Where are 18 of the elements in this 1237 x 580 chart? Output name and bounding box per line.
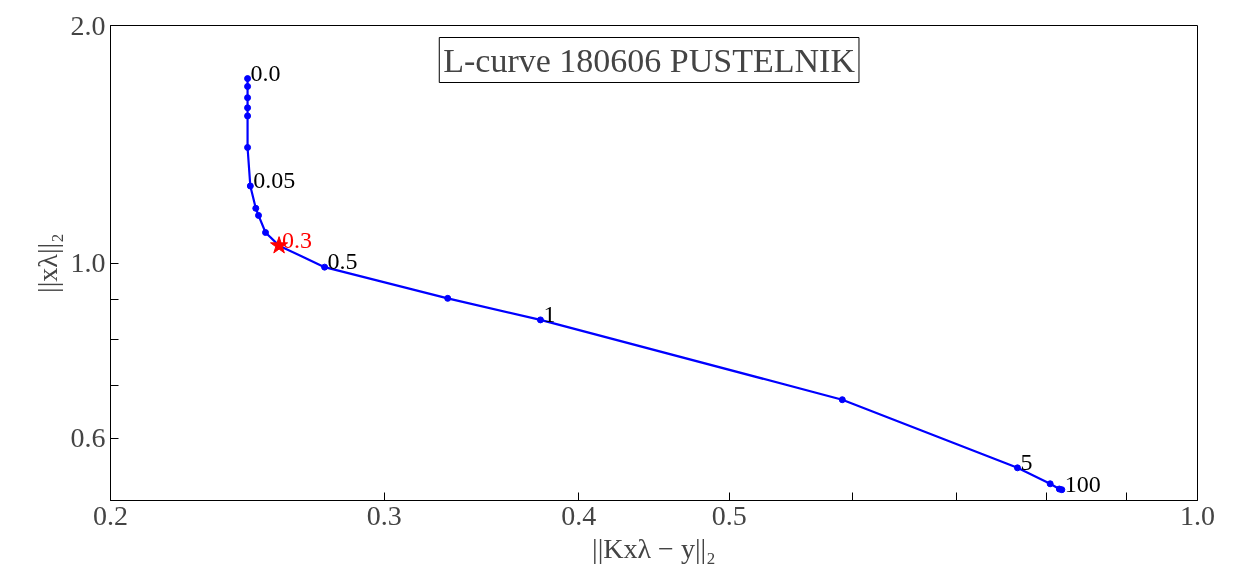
y-tick-label: 1.0	[70, 247, 106, 278]
x-tick-label: 0.2	[93, 499, 128, 531]
x-tick-label: 0.5	[711, 499, 747, 531]
annotation: 5	[1020, 448, 1033, 475]
x-tick-label: 0.4	[561, 499, 597, 531]
annotation: 0.3	[282, 226, 313, 253]
text: L-curve 180606 PUSTELNIK	[443, 41, 856, 79]
x-tick-label: 1.0	[1180, 499, 1215, 531]
annotation: 0.05	[253, 166, 296, 193]
x-axis-title: ||Kxλ − y||₂	[592, 532, 716, 564]
annotation: 0.0	[250, 59, 281, 86]
y-axis-title: ||xλ||₂	[31, 233, 63, 293]
x-tick-label: 0.3	[366, 499, 402, 531]
annotation: 100	[1064, 470, 1101, 497]
annotation: 0.5	[327, 248, 358, 275]
annotation: 1	[543, 300, 556, 327]
y-tick-label: 2.0	[70, 9, 106, 41]
y-tick-label: 0.6	[70, 422, 106, 454]
